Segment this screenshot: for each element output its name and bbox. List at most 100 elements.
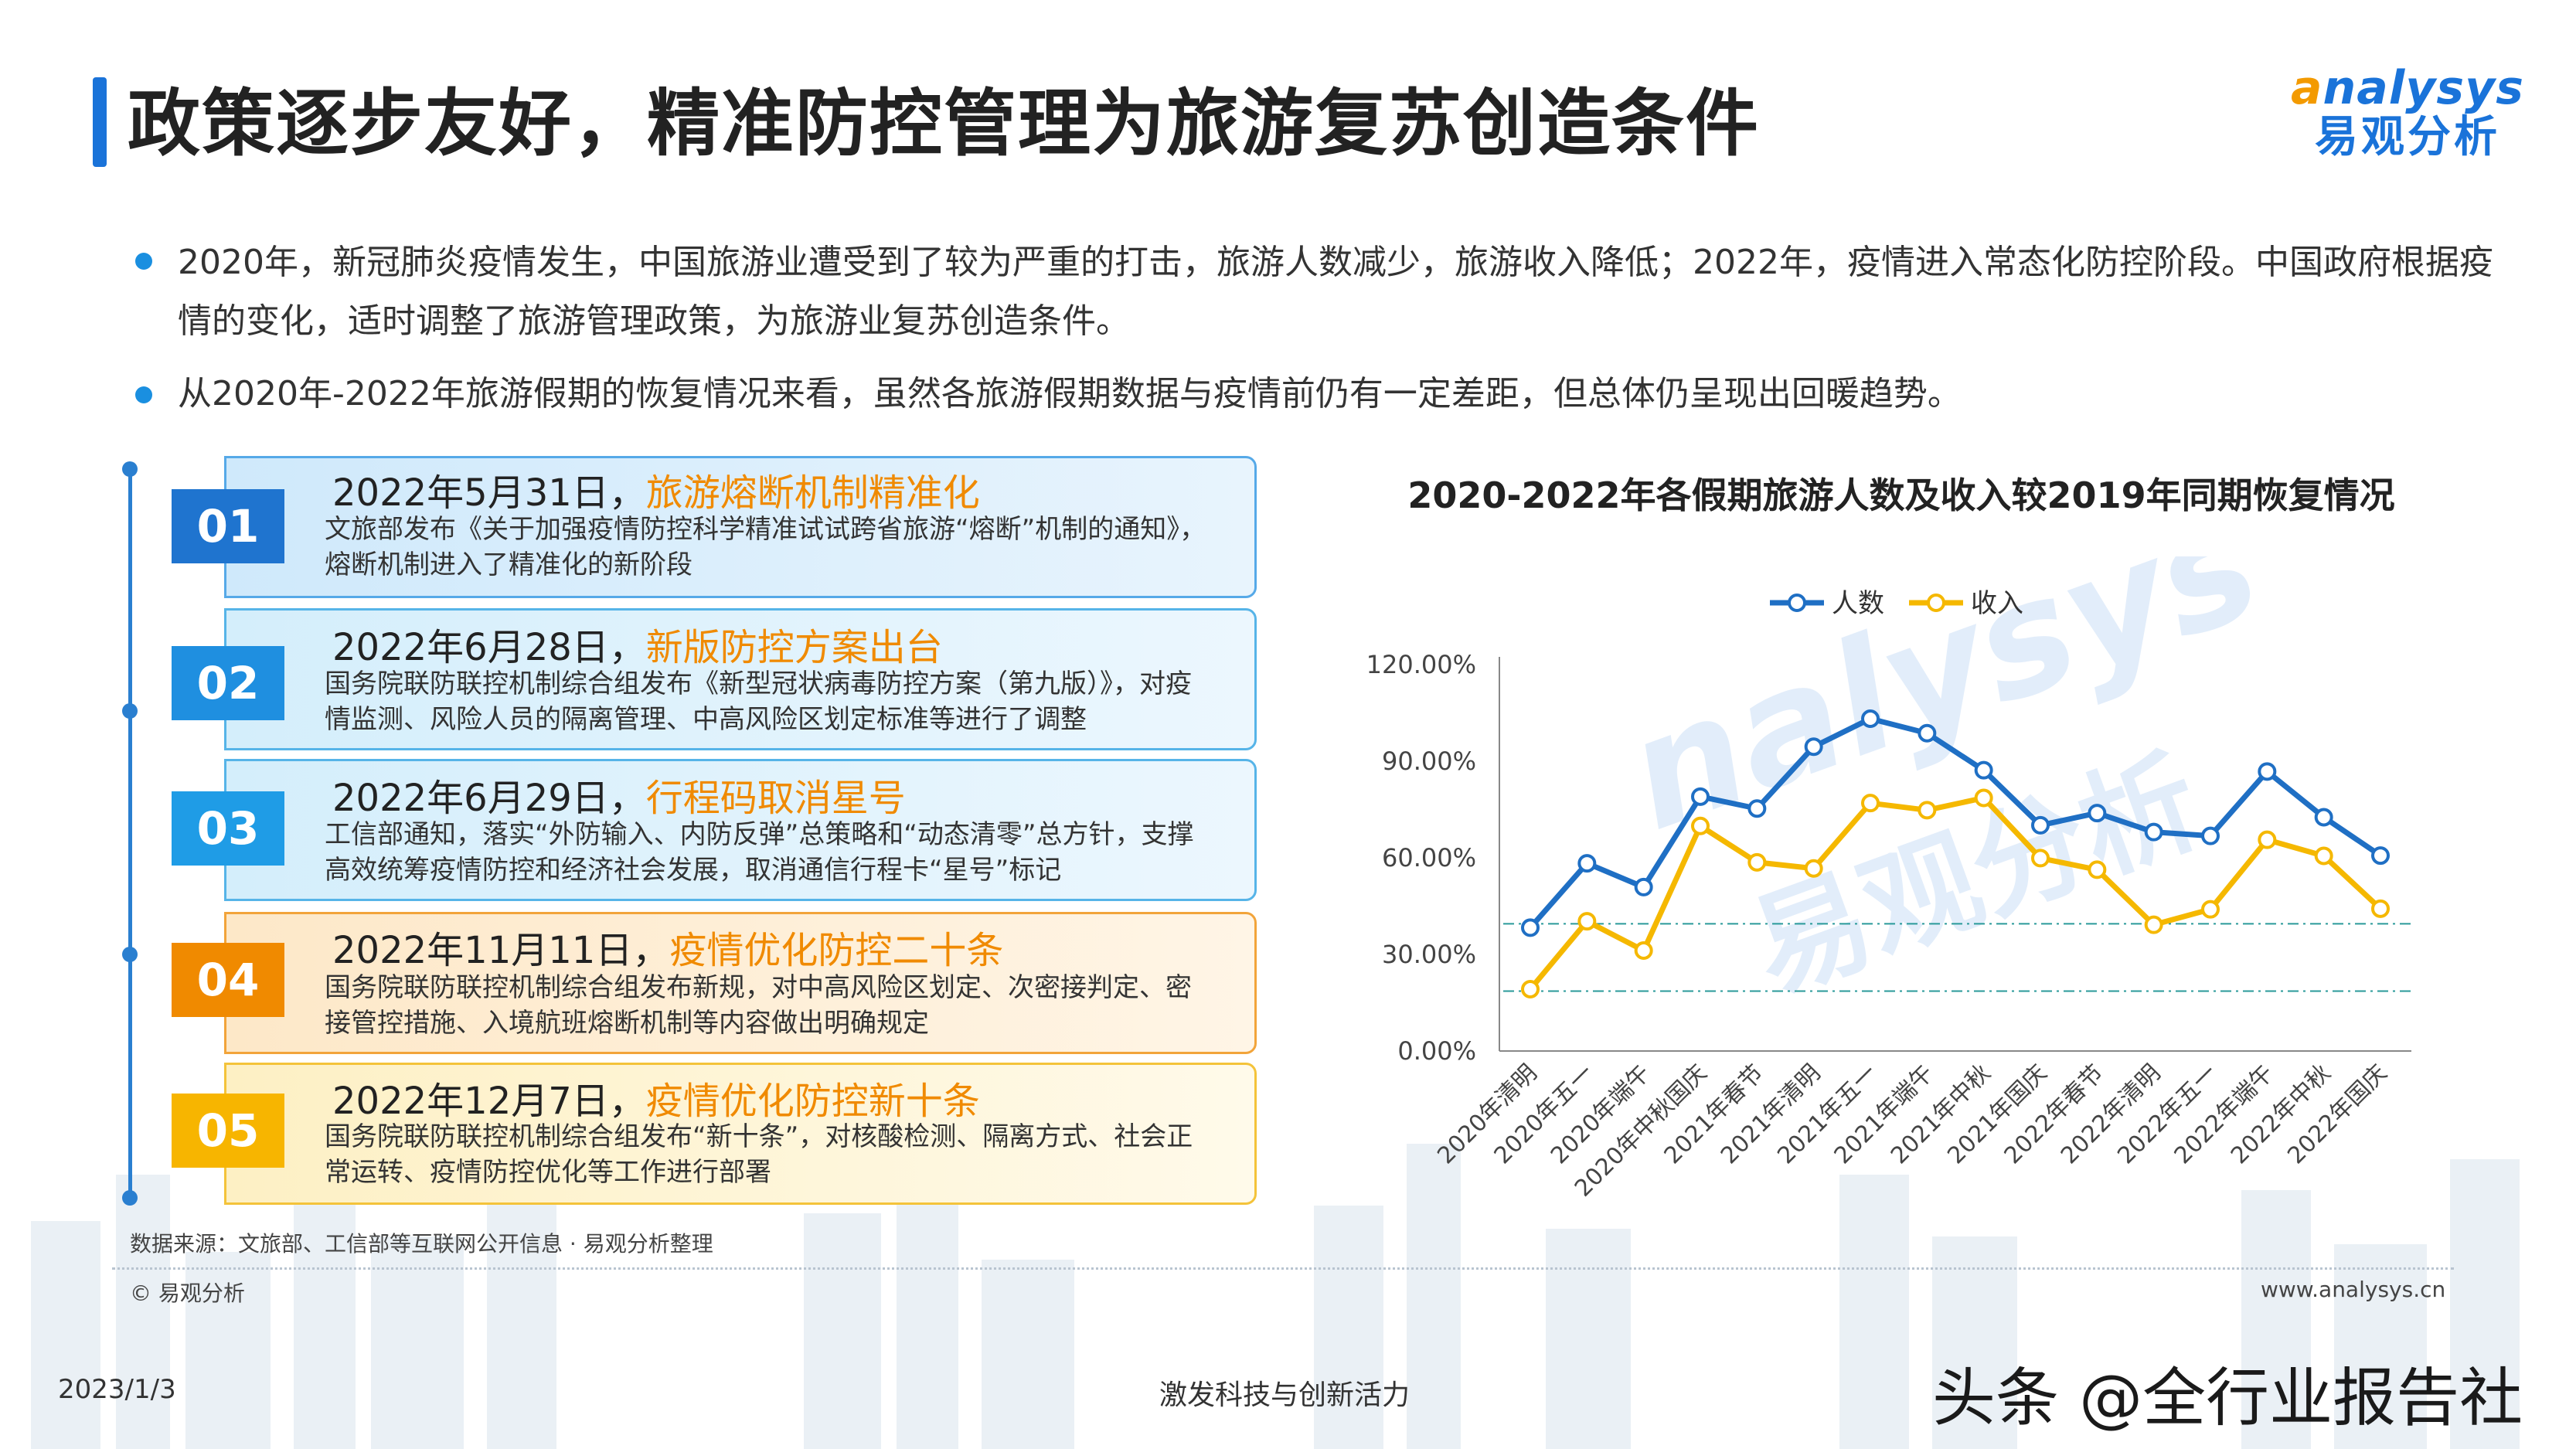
legend-marker-1 [1927, 594, 1945, 612]
data-point [1861, 709, 1880, 728]
slogan: 激发科技与创新活力 [1159, 1379, 1411, 1411]
data-point [2088, 804, 2107, 823]
timeline-dot [122, 1190, 138, 1206]
bullet-dot-icon [135, 386, 152, 403]
timeline-desc-4: 国务院联防联控机制综合组发布新规，对中高风险区划定、次密接判定、密接管控措施、入… [325, 972, 1192, 1039]
logo-mark: a [2291, 61, 2323, 115]
data-point [1918, 723, 1937, 743]
y-tick-label: 30.00% [1382, 940, 1476, 969]
timeline-headline-3: 行程码取消星号 [645, 777, 906, 820]
data-point [2201, 826, 2220, 845]
data-point [1691, 816, 1710, 835]
legend-label-0: 人数 [1832, 588, 1884, 619]
timeline-headline-4: 疫情优化防控二十条 [669, 929, 1004, 972]
timeline-date-4: 2022年11月11日， [332, 929, 670, 972]
data-point [1577, 854, 1597, 873]
timeline-desc-3: 工信部通知，落实“外防输入、内防反弹”总策略和“动态清零”总方针，支撑高效统筹疫… [325, 819, 1194, 886]
timeline-number-4: 04 [172, 943, 284, 1017]
timeline-heading-3: 2022年6月29日，行程码取消星号 [332, 767, 906, 821]
data-point [1521, 980, 1540, 998]
series-line-1 [1528, 795, 2383, 992]
timeline-card-1 [224, 456, 1257, 598]
y-tick-label: 0.00% [1397, 1036, 1476, 1066]
timeline-heading-5: 2022年12月7日，疫情优化防控新十条 [332, 1070, 980, 1124]
timeline-dot [122, 461, 138, 477]
chart-legend: 人数 收入 [1770, 588, 2023, 619]
timeline-date-2: 2022年6月28日， [332, 626, 646, 669]
timeline-number-2: 02 [172, 646, 284, 720]
analysys-logo: analysys 易观分析 [2280, 65, 2535, 163]
legend-marker-0 [1788, 594, 1806, 612]
bullet-text-1: 2020年，新冠肺炎疫情发生，中国旅游业遭受到了较为严重的打击，旅游人数减少，旅… [178, 243, 2493, 341]
title-accent-bar [93, 77, 107, 167]
data-point [2031, 849, 2050, 868]
data-point [1974, 760, 1993, 780]
data-point [2144, 915, 2163, 934]
page-title: 政策逐步友好，精准防控管理为旅游复苏创造条件 [128, 82, 1761, 166]
y-tick-label: 60.00% [1382, 843, 1476, 872]
data-point [1577, 912, 1597, 931]
timeline-headline-2: 新版防控方案出台 [645, 626, 943, 669]
timeline-card-3 [224, 759, 1257, 901]
timeline-headline-1: 旅游熔断机制精准化 [645, 471, 980, 515]
legend-label-1: 收入 [1971, 588, 2023, 619]
data-source: 数据来源：文旅部、工信部等互联网公开信息 · 易观分析整理 [130, 1231, 713, 1257]
data-point [2088, 860, 2107, 879]
data-point [1747, 799, 1767, 818]
slide-date: 2023/1/3 [58, 1374, 176, 1405]
copyright: © 易观分析 [130, 1281, 245, 1306]
timeline-dot [122, 703, 138, 719]
data-point [1691, 787, 1710, 806]
timeline-headline-5: 疫情优化防控新十条 [645, 1080, 980, 1123]
timeline-dot [122, 947, 138, 962]
data-point [1634, 941, 1653, 960]
data-point [1861, 794, 1880, 813]
timeline-desc-1: 文旅部发布《关于加强疫情防控科学精准试试跨省旅游“熔断”机制的通知》，熔断机制进… [325, 514, 1206, 580]
chart-title: 2020-2022年各假期旅游人数及收入较2019年同期恢复情况 [1407, 474, 2395, 516]
timeline-desc-2: 国务院联防联控机制综合组发布《新型冠状病毒防控方案（第九版）》，对疫情监测、风险… [325, 668, 1192, 735]
data-point [2314, 846, 2333, 866]
data-point [2258, 830, 2277, 849]
logo-cn: 易观分析 [2315, 112, 2500, 162]
data-point [2314, 808, 2333, 827]
timeline-heading-2: 2022年6月28日，新版防控方案出台 [332, 617, 943, 671]
bullet-dot-icon [135, 253, 152, 270]
timeline-number-5: 05 [172, 1094, 284, 1168]
timeline-number-3: 03 [172, 791, 284, 866]
website-link[interactable]: www.analysys.cn [2261, 1277, 2446, 1302]
data-point [1634, 877, 1653, 896]
data-point [1804, 737, 1823, 757]
timeline-number-1: 01 [172, 489, 284, 563]
timeline-heading-4: 2022年11月11日，疫情优化防控二十条 [332, 920, 1003, 974]
series-line-0 [1528, 716, 2382, 930]
bullet-text-2: 从2020年-2022年旅游假期的恢复情况来看，虽然各旅游假期数据与疫情前仍有一… [178, 374, 1962, 413]
data-point [1804, 859, 1823, 878]
timeline-date-5: 2022年12月7日， [332, 1080, 646, 1123]
timeline-date-1: 2022年5月31日， [332, 471, 646, 515]
data-point [2371, 846, 2390, 866]
y-tick-label: 90.00% [1382, 747, 1476, 776]
y-tick-label: 120.00% [1366, 650, 1476, 679]
timeline-card-2 [224, 608, 1257, 750]
logo-en: nalysys [2322, 61, 2524, 115]
timeline-date-3: 2022年6月29日， [332, 777, 646, 820]
data-point [2258, 762, 2277, 781]
data-point [2031, 815, 2050, 835]
timeline-heading-1: 2022年5月31日，旅游熔断机制精准化 [332, 462, 980, 516]
timeline-line [128, 468, 132, 1202]
data-point [2144, 822, 2163, 842]
data-point [1521, 918, 1540, 937]
data-point [2201, 900, 2220, 919]
toutiao-watermark: 头条 @全行业报告社 [1932, 1362, 2523, 1435]
line-chart: nalysys 易观分析 人数 收入 0.00% 30.00% 60.00% 90.00… [1366, 556, 2411, 1202]
timeline-desc-5: 国务院联防联控机制综合组发布“新十条”，对核酸检测、隔离方式、社会正常运转、疫情… [325, 1121, 1193, 1188]
footer-divider [112, 1267, 2454, 1270]
chart-series [1521, 709, 2390, 998]
data-point [1747, 852, 1767, 872]
data-point [1974, 788, 1993, 808]
timeline-card-4 [224, 912, 1257, 1054]
data-point [2371, 899, 2390, 918]
chart-watermark: nalysys 易观分析 [1605, 556, 2280, 1018]
timeline-card-5 [224, 1063, 1257, 1205]
data-point [1918, 801, 1937, 820]
